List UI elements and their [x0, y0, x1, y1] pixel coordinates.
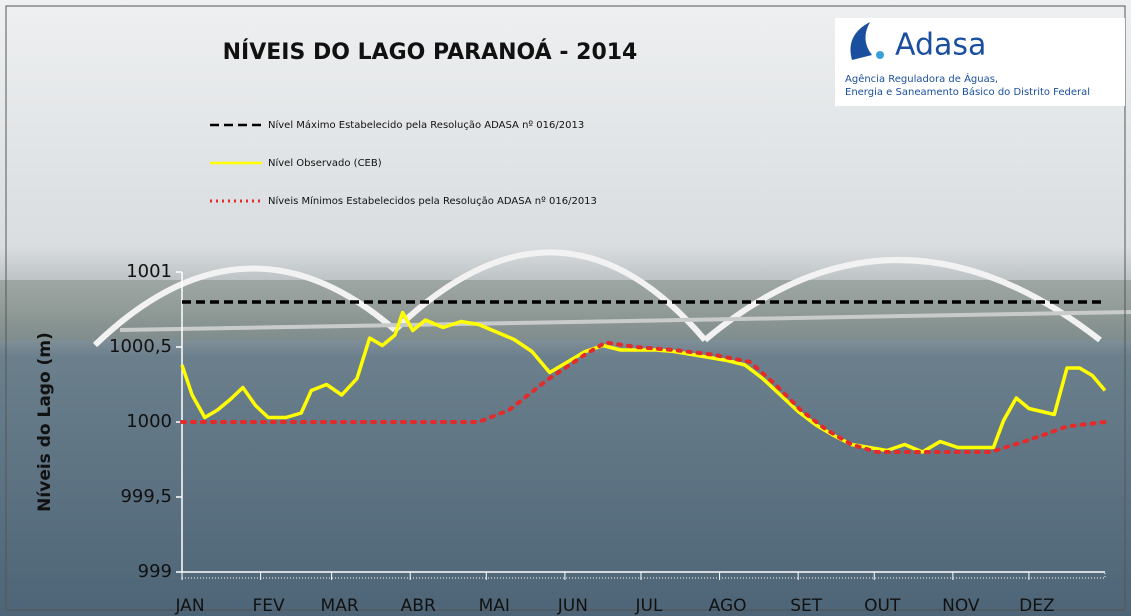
logo-dot [876, 51, 884, 59]
x-tick-label: OUT [864, 596, 901, 616]
logo-text: Agência Reguladora de Águas, [845, 72, 998, 85]
x-tick-label: MAI [479, 596, 510, 616]
x-tick-label: SET [790, 596, 823, 616]
chart: NÍVEIS DO LAGO PARANOÁ - 2014 Adasa Agên… [0, 0, 1131, 616]
page: NÍVEIS DO LAGO PARANOÁ - 2014 Adasa Agên… [0, 0, 1131, 616]
chart-title: NÍVEIS DO LAGO PARANOÁ - 2014 [223, 39, 638, 65]
y-tick-label: 1001 [126, 261, 172, 282]
y-tick-label: 1000 [126, 411, 172, 432]
x-tick-label: ABR [401, 596, 436, 616]
x-tick-label: JUN [557, 596, 588, 616]
y-axis-label: Níveis do Lago (m) [35, 332, 55, 512]
x-tick-label: AGO [709, 596, 747, 616]
legend-label: Nível Observado (CEB) [268, 157, 382, 169]
legend-label: Nível Máximo Estabelecido pela Resolução… [268, 119, 584, 131]
y-tick-label: 1000,5 [109, 336, 172, 357]
x-tick-label: MAR [321, 596, 359, 616]
logo-text: Energia e Saneamento Básico do Distrito … [845, 86, 1090, 98]
x-tick-label: JAN [174, 596, 204, 616]
logo-name: Adasa [895, 28, 986, 63]
x-tick-label: JUL [634, 596, 662, 616]
legend-label: Níveis Mínimos Estabelecidos pela Resolu… [268, 195, 597, 207]
y-tick-label: 999,5 [120, 486, 172, 507]
x-tick-label: DEZ [1019, 596, 1054, 616]
x-tick-label: FEV [253, 596, 286, 616]
x-tick-label: NOV [942, 596, 980, 616]
y-tick-label: 999 [138, 561, 172, 582]
